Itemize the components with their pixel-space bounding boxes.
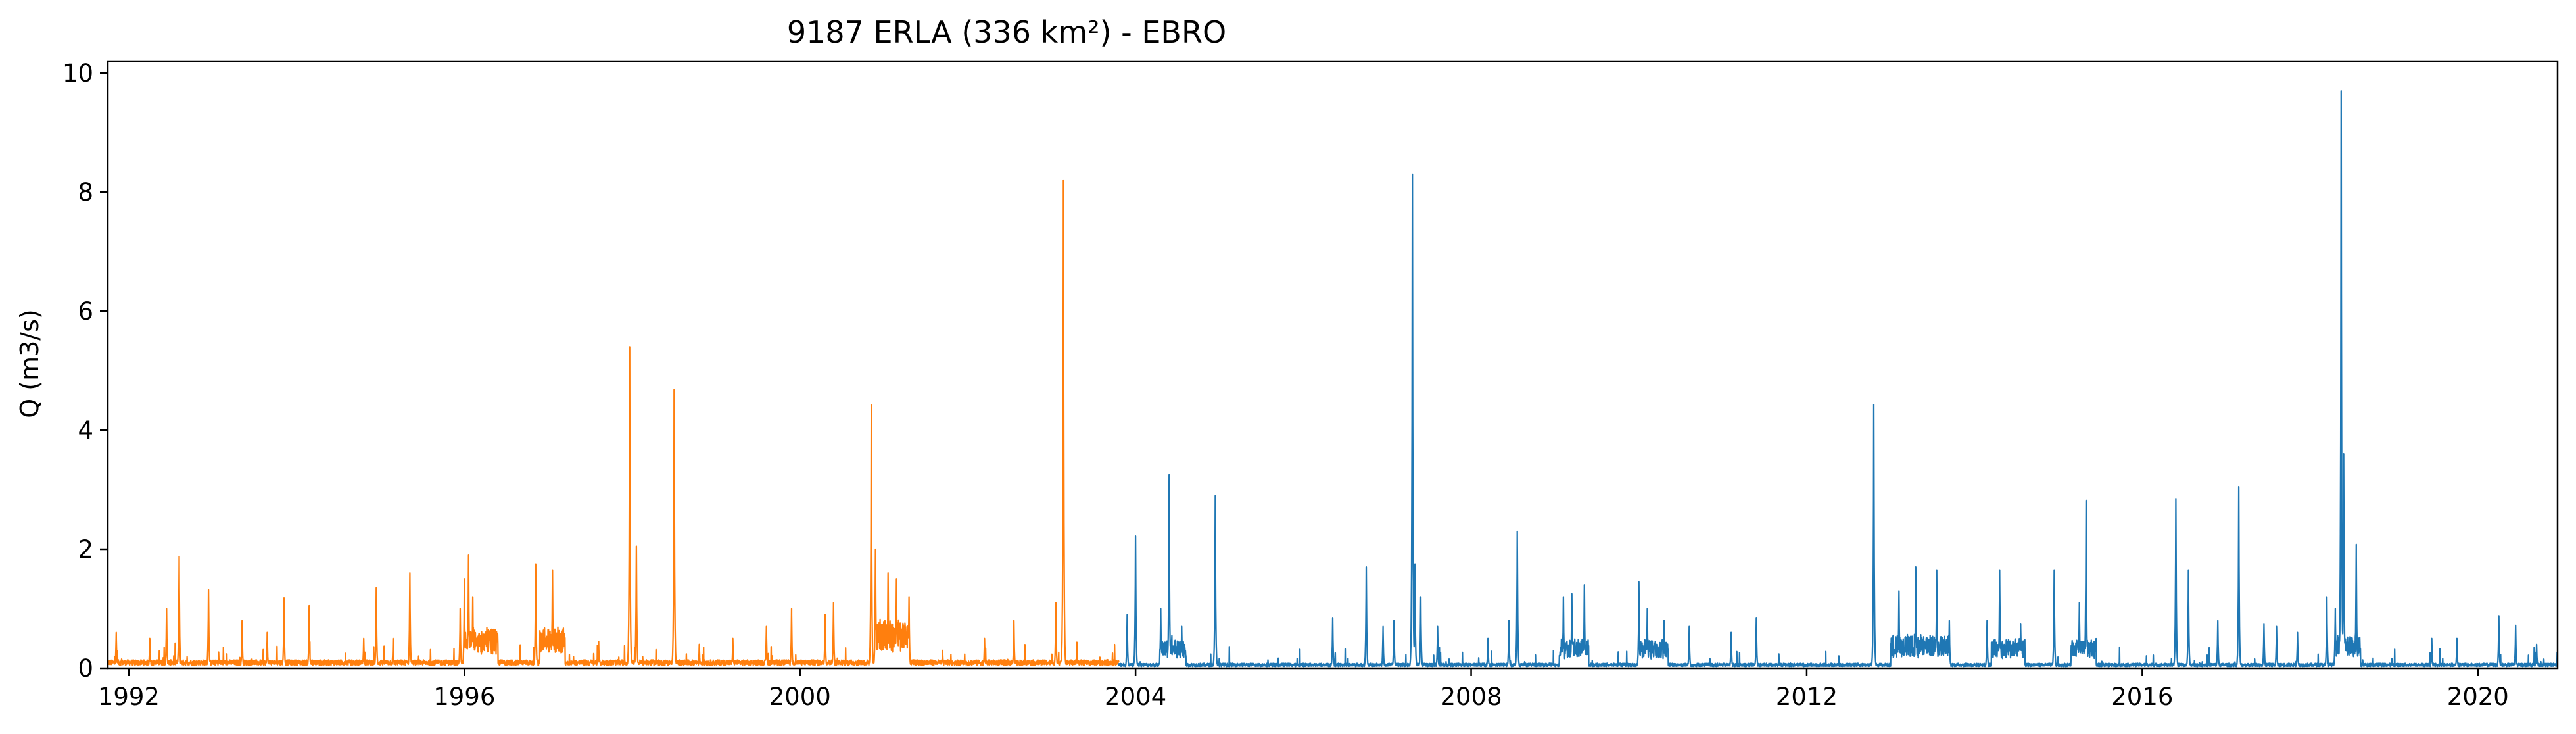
y-axis-ticks: 0 2 4 6 8 10 — [62, 59, 108, 683]
chart-title: 9187 ERLA (336 km²) - EBRO — [787, 14, 1226, 50]
axes-frame — [107, 60, 2559, 670]
x-tick-label: 1996 — [433, 683, 495, 711]
y-tick-label: 8 — [78, 178, 93, 207]
x-tick-label: 2012 — [1776, 683, 1838, 711]
series-line-2 — [1118, 90, 2558, 668]
y-tick-label: 6 — [78, 297, 93, 326]
plot-area: 1992 1996 2000 2004 2008 2012 2016 2020 0 2 4 6 8 10 — [62, 59, 2559, 711]
y-tick-label: 10 — [62, 59, 93, 87]
x-tick-label: 2004 — [1105, 683, 1166, 711]
x-tick-label: 2000 — [769, 683, 831, 711]
series-layer — [108, 90, 2558, 668]
x-tick-label: 1992 — [98, 683, 160, 711]
x-tick-label: 2016 — [2111, 683, 2173, 711]
y-tick-label: 4 — [78, 416, 93, 445]
y-axis-label: Q (m3/s) — [15, 309, 44, 418]
x-axis-ticks: 1992 1996 2000 2004 2008 2012 2016 2020 — [98, 668, 2509, 711]
x-tick-label: 2020 — [2447, 683, 2509, 711]
y-tick-label: 0 — [78, 654, 93, 683]
y-tick-label: 2 — [78, 535, 93, 564]
x-tick-label: 2008 — [1440, 683, 1502, 711]
series-line-1 — [108, 179, 1120, 666]
